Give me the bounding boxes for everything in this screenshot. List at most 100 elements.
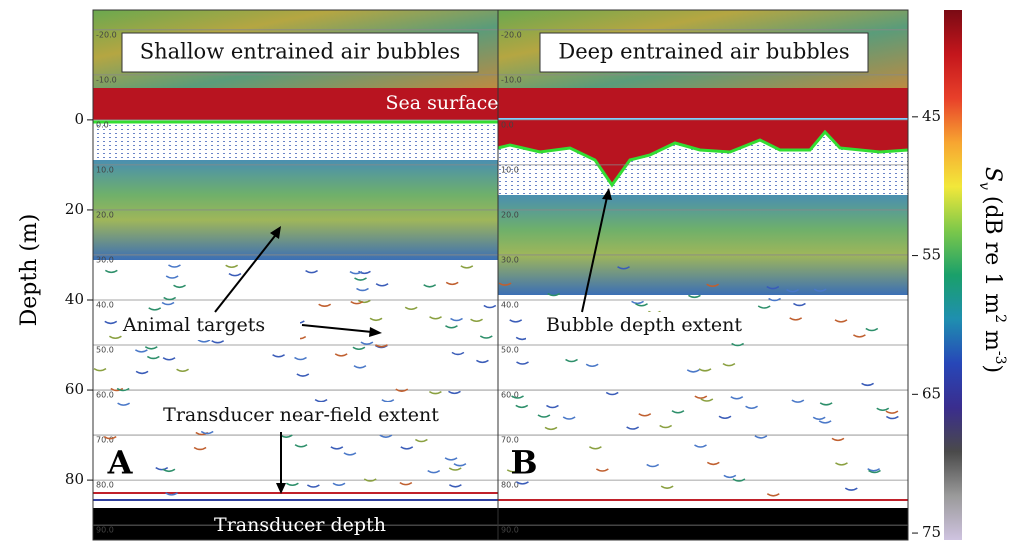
annotation: Animal targets xyxy=(122,314,265,336)
y-axis-label: Depth (m) xyxy=(17,214,42,327)
label-part: 2 xyxy=(992,314,1008,323)
target xyxy=(379,434,393,438)
target xyxy=(511,395,524,399)
target xyxy=(332,482,346,486)
arrowhead xyxy=(602,188,612,200)
label-part: ) xyxy=(980,365,1005,374)
target xyxy=(844,487,858,491)
target xyxy=(334,353,348,357)
target xyxy=(722,362,736,367)
target xyxy=(498,282,512,286)
target xyxy=(350,300,364,305)
target xyxy=(453,463,467,467)
target xyxy=(789,317,803,321)
target xyxy=(698,368,712,372)
depth-label: 30.0 xyxy=(501,255,519,264)
target xyxy=(885,410,899,414)
depth-label: 40.0 xyxy=(501,300,519,309)
target xyxy=(718,415,732,419)
target xyxy=(356,287,369,292)
target xyxy=(375,283,389,287)
target xyxy=(399,481,413,486)
target xyxy=(228,272,242,277)
target xyxy=(352,346,366,350)
depth-label: 40.0 xyxy=(96,300,114,309)
annotation: Transducer depth xyxy=(214,514,386,536)
bubble-layer xyxy=(498,132,908,200)
bubble-plume xyxy=(498,88,908,185)
target xyxy=(565,358,578,363)
target xyxy=(754,435,768,439)
target xyxy=(296,373,310,377)
arrow xyxy=(581,196,608,313)
depth-label: -10.0 xyxy=(96,75,117,84)
target xyxy=(861,382,875,387)
target xyxy=(450,317,463,322)
target xyxy=(197,339,211,343)
depth-label: 20.0 xyxy=(501,210,519,219)
annotation: Transducer near-field extent xyxy=(163,404,439,426)
target xyxy=(427,470,441,474)
target xyxy=(660,485,674,489)
target xyxy=(631,300,644,305)
target xyxy=(110,387,124,392)
target xyxy=(104,269,118,274)
target xyxy=(116,387,130,392)
target xyxy=(445,325,458,329)
bubble-depth-line xyxy=(497,129,909,188)
target xyxy=(294,444,308,448)
transducer-band xyxy=(93,508,498,540)
target xyxy=(168,264,181,268)
target xyxy=(363,478,377,482)
y-tick-label: 80 xyxy=(65,470,84,488)
target xyxy=(343,452,357,456)
target xyxy=(451,351,465,356)
label-part: -3 xyxy=(992,351,1008,365)
depth-label: 60.0 xyxy=(501,391,519,400)
target xyxy=(694,395,708,399)
target xyxy=(723,474,737,479)
target xyxy=(314,399,328,403)
target xyxy=(369,317,383,322)
target xyxy=(162,357,176,361)
depth-label: -20.0 xyxy=(501,30,522,39)
target xyxy=(812,416,826,421)
target xyxy=(470,318,483,323)
target xyxy=(414,438,428,443)
target xyxy=(163,296,177,301)
target xyxy=(155,467,169,471)
frame xyxy=(92,9,909,541)
target xyxy=(659,424,673,429)
depth-label: 0.0 xyxy=(501,120,514,129)
arrowhead xyxy=(270,226,281,239)
depth-label: 90.0 xyxy=(501,526,519,535)
target xyxy=(144,346,158,350)
panel-title: Shallow entrained air bubbles xyxy=(140,40,461,64)
target xyxy=(791,399,805,403)
depth-label: 80.0 xyxy=(501,481,519,490)
depth-label: 50.0 xyxy=(501,346,519,355)
target xyxy=(146,355,160,360)
target xyxy=(688,294,701,299)
target xyxy=(448,467,462,471)
target xyxy=(547,292,561,297)
y-tick-label: 60 xyxy=(65,380,84,398)
target xyxy=(588,446,602,450)
target xyxy=(876,407,890,411)
target xyxy=(867,468,881,472)
target xyxy=(694,444,707,448)
depth-label: 0.0 xyxy=(96,120,109,129)
target xyxy=(444,457,458,461)
depth-label: -10.0 xyxy=(501,75,522,84)
target xyxy=(865,327,879,332)
target xyxy=(448,390,461,395)
target xyxy=(349,271,363,275)
colorbar-tick-label: 45 xyxy=(922,107,941,125)
annotation: Bubble depth extent xyxy=(546,314,742,336)
panel-letter: A xyxy=(107,444,134,482)
target xyxy=(400,446,414,450)
depth-label: 70.0 xyxy=(96,436,114,445)
arrow xyxy=(214,231,279,313)
label-bg xyxy=(138,402,464,430)
target xyxy=(173,284,186,289)
